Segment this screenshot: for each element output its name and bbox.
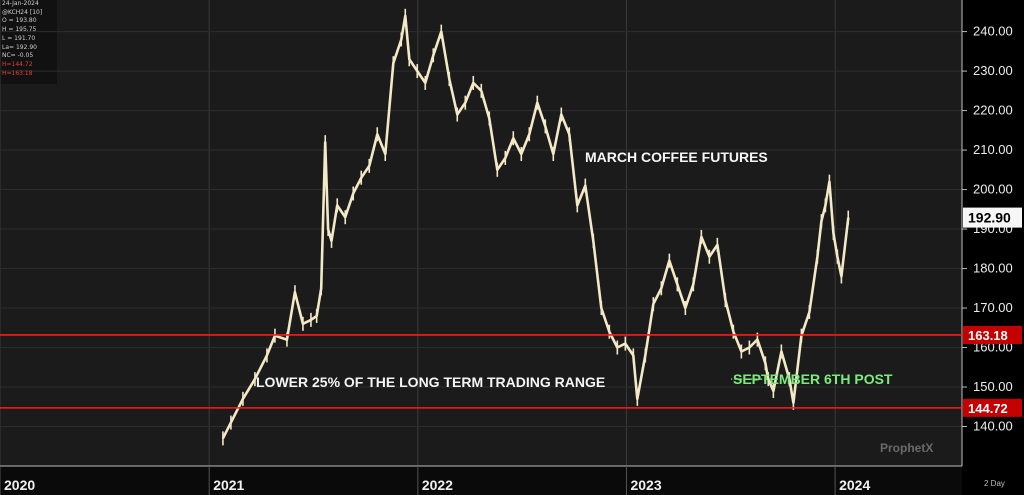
info-net-change: NC= -0.05: [2, 52, 34, 60]
x-axis-band: [0, 466, 962, 495]
info-last: La= 192.90: [2, 43, 37, 51]
y-tick-label: 150.00: [973, 379, 1013, 394]
y-tick-label: 210.00: [973, 142, 1013, 157]
range-line-flag: [963, 325, 1022, 344]
y-tick-label: 240.00: [973, 24, 1013, 39]
last-price-flag: [963, 207, 1022, 228]
y-tick-label: 180.00: [973, 261, 1013, 276]
x-tick-label: 2021: [213, 477, 244, 493]
x-tick-label: 2023: [630, 477, 661, 493]
y-tick-label: 140.00: [973, 419, 1013, 434]
range-line-label: 144.72: [968, 401, 1008, 416]
info-high: H = 195.75: [2, 26, 37, 34]
y-tick-label: 220.00: [973, 103, 1013, 118]
info-line-1: H=144.72: [2, 60, 33, 68]
last-price-label: 192.90: [968, 210, 1011, 226]
info-low: L = 191.70: [2, 34, 36, 42]
y-tick-label: 200.00: [973, 182, 1013, 197]
info-box-background: [0, 0, 57, 84]
info-line-2: H=163.18: [2, 69, 33, 77]
info-date: 24-Jan-2024: [2, 0, 39, 7]
x-tick-label: 2022: [422, 477, 453, 493]
range-line-flag: [963, 398, 1022, 417]
x-tick-label: 2020: [4, 477, 35, 493]
watermark-logo: ProphetX: [880, 441, 933, 455]
info-symbol: @KCH24 [10]: [2, 8, 43, 16]
info-open: O = 193.80: [2, 17, 37, 25]
post-annotation: SEPTEMBER 6TH POST: [733, 371, 893, 387]
x-tick-label: 2024: [839, 477, 870, 493]
info-box: 24-Jan-2024 @KCH24 [10] O = 193.80 H = 1…: [2, 0, 42, 78]
period-label: 2 Day: [984, 479, 1005, 488]
range-annotation: LOWER 25% OF THE LONG TERM TRADING RANGE: [256, 374, 605, 390]
range-line-label: 163.18: [968, 328, 1008, 343]
chart-title: MARCH COFFEE FUTURES: [585, 149, 768, 165]
y-tick-label: 170.00: [973, 300, 1013, 315]
y-tick-label: 230.00: [973, 63, 1013, 78]
plot-area: [0, 0, 962, 466]
